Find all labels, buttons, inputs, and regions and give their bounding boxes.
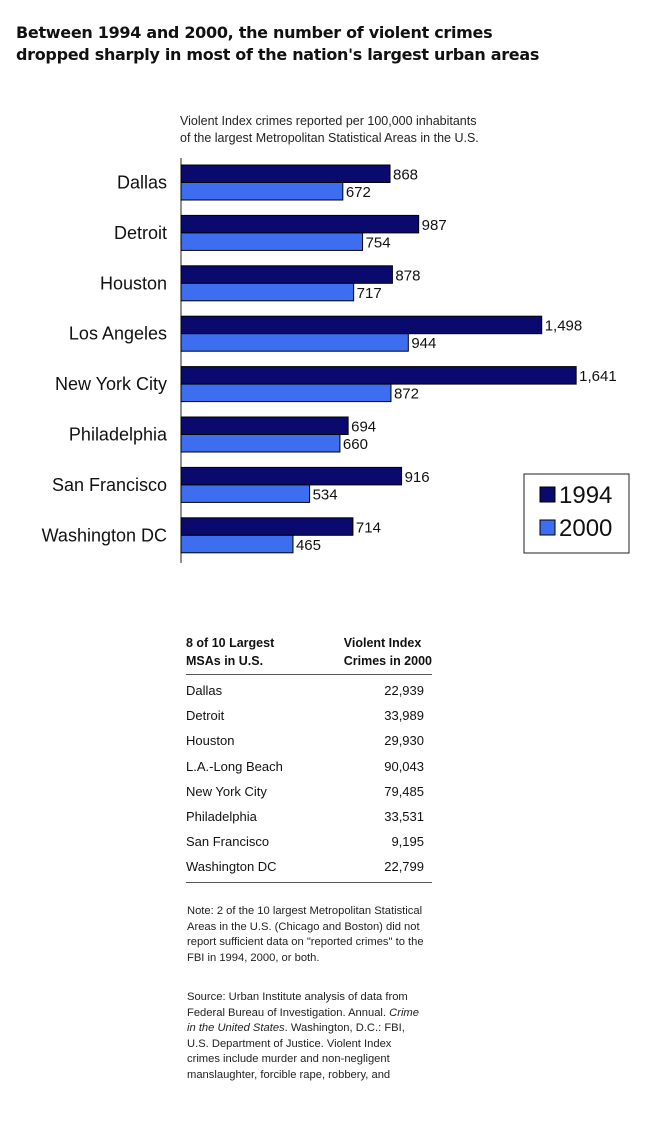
bar-1994 — [180, 466, 403, 486]
table-row: Detroit 33,989 — [186, 703, 432, 728]
value-label: 660 — [343, 436, 368, 453]
row-value: 33,531 — [384, 808, 424, 824]
value-label: 944 — [411, 335, 436, 352]
table-row: Philadelphia 33,531 — [186, 804, 432, 829]
bar-1994 — [180, 416, 349, 435]
row-name: San Francisco — [186, 834, 270, 850]
category-label: Washington DC — [42, 525, 167, 545]
row-value: 90,043 — [384, 758, 424, 774]
row-name: Philadelphia — [186, 808, 257, 824]
value-label: 694 — [351, 419, 376, 436]
bar-1994 — [180, 366, 577, 385]
category-label: Dallas — [117, 173, 167, 193]
table-row: Dallas 22,939 — [186, 678, 432, 703]
value-label: 672 — [346, 184, 371, 201]
row-name: Dallas — [186, 683, 223, 698]
value-label: 916 — [405, 469, 430, 486]
value-label: 878 — [395, 267, 420, 284]
bar-2000 — [180, 383, 392, 403]
category-label: New York City — [55, 374, 167, 394]
bar-2000 — [180, 484, 311, 503]
chart-subtitle: Violent Index crimes reported per 100,00… — [180, 114, 479, 145]
row-name: L.A.-Long Beach — [186, 758, 283, 774]
bar-1994 — [180, 517, 354, 536]
bar-2000 — [180, 434, 341, 453]
crimes-table: 8 of 10 Largest MSAs in U.S. Violent Inde… — [186, 634, 432, 883]
value-label: 717 — [357, 285, 382, 302]
value-label: 872 — [394, 386, 419, 403]
bar-2000 — [180, 333, 409, 352]
table-row: L.A.-Long Beach 90,043 — [186, 754, 432, 779]
row-value: 33,989 — [384, 708, 424, 724]
legend-label: 1994 — [559, 482, 612, 509]
category-label: Houston — [100, 273, 167, 293]
value-label: 1,641 — [579, 368, 617, 385]
category-label: Philadelphia — [69, 425, 168, 445]
row-name: New York City — [186, 783, 267, 799]
page-title: Between 1994 and 2000, the number of vio… — [16, 23, 540, 64]
category-label: San Francisco — [52, 475, 167, 495]
value-label: 534 — [313, 486, 338, 503]
bar-chart: Dallas 868 672 Detroit 987 754 Houston 878 717 Lo… — [42, 158, 630, 563]
table-divider — [186, 881, 432, 883]
legend-label: 2000 — [559, 515, 612, 542]
value-label: 1,498 — [545, 318, 583, 335]
value-label: 987 — [422, 217, 447, 234]
note-text: Note: 2 of the 10 largest Metropolitan S… — [187, 905, 424, 964]
source-text: Source: Urban Institute analysis of data… — [187, 991, 419, 1081]
row-name: Detroit — [186, 708, 225, 724]
table-row: New York City 79,485 — [186, 779, 432, 804]
category-label: Los Angeles — [69, 324, 167, 344]
value-label: 754 — [366, 234, 391, 251]
bar-1994 — [180, 265, 393, 284]
table-header: 8 of 10 Largest MSAs in U.S. Violent Inde… — [186, 634, 432, 675]
table-row: Washington DC 22,799 — [186, 854, 432, 879]
value-label: 868 — [393, 167, 418, 184]
category-label: Detroit — [114, 223, 167, 243]
bar-1994 — [180, 164, 391, 183]
value-label: 465 — [296, 537, 321, 554]
bar-1994 — [180, 315, 543, 335]
bar-2000 — [180, 182, 344, 201]
legend-swatch-2000 — [539, 519, 556, 536]
row-name: Washington DC — [186, 859, 277, 875]
legend-swatch-1994 — [539, 486, 556, 503]
row-value: 22,939 — [384, 683, 424, 698]
row-value: 22,799 — [384, 859, 424, 875]
table-row: San Francisco 9,195 — [186, 829, 432, 854]
bar-2000 — [180, 232, 364, 251]
row-name: Houston — [186, 733, 235, 749]
table-row: Houston 29,930 — [186, 728, 432, 753]
bar-1994 — [180, 214, 420, 234]
row-value: 29,930 — [384, 733, 424, 749]
row-value: 9,195 — [391, 834, 424, 850]
value-label: 714 — [356, 519, 381, 536]
row-value: 79,485 — [384, 783, 424, 799]
bar-2000 — [180, 282, 355, 302]
bar-2000 — [180, 534, 294, 554]
